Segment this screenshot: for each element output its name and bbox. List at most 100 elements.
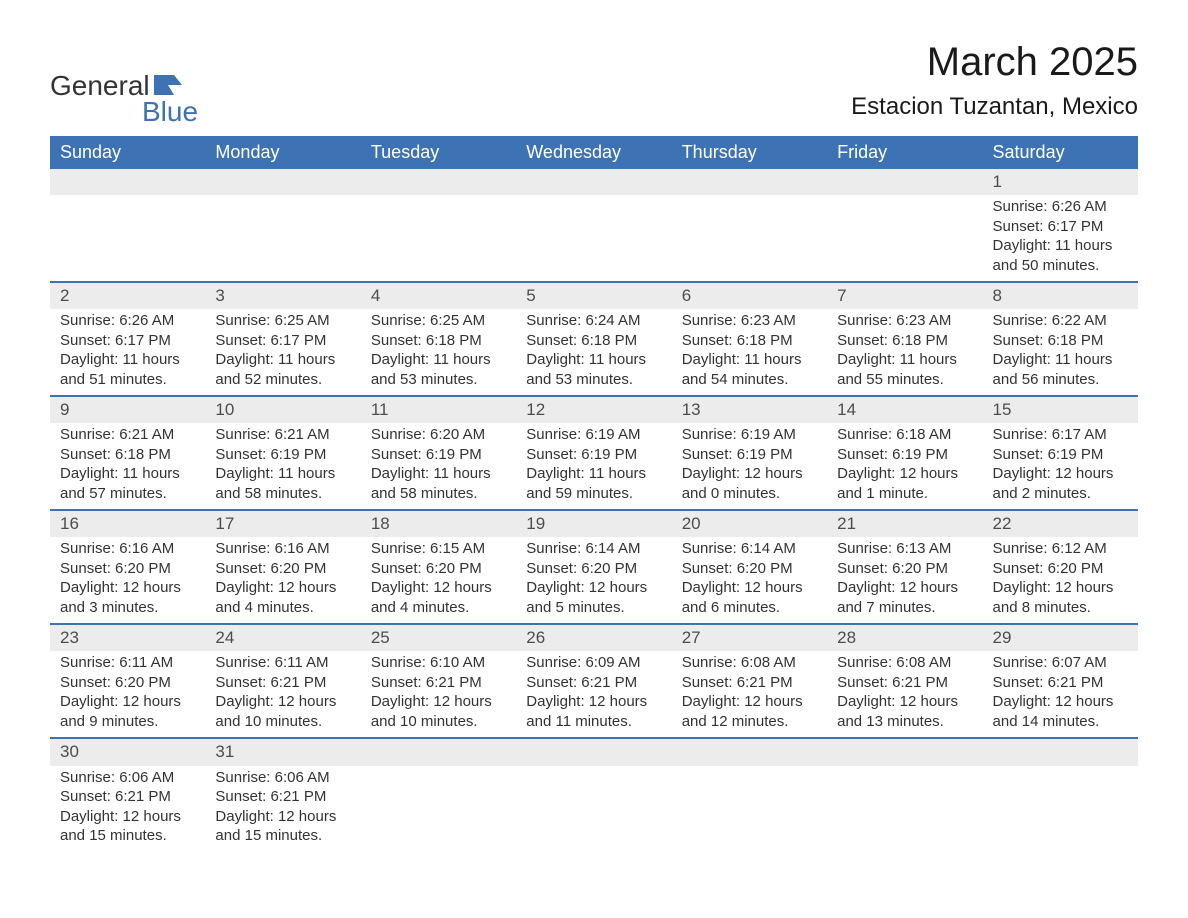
day-sunrise: Sunrise: 6:16 AM — [60, 539, 195, 559]
day-data-cell: Sunrise: 6:11 AMSunset: 6:21 PMDaylight:… — [205, 651, 360, 738]
day-day2: and 53 minutes. — [526, 370, 661, 390]
day-number-cell: 5 — [516, 282, 671, 309]
day-sunset: Sunset: 6:21 PM — [993, 673, 1128, 693]
day-day2: and 50 minutes. — [993, 256, 1128, 276]
day-sunset: Sunset: 6:20 PM — [60, 559, 195, 579]
day-sunrise: Sunrise: 6:23 AM — [837, 311, 972, 331]
day-sunrise: Sunrise: 6:09 AM — [526, 653, 661, 673]
day-day2: and 13 minutes. — [837, 712, 972, 732]
day-data-cell: Sunrise: 6:16 AMSunset: 6:20 PMDaylight:… — [205, 537, 360, 624]
day-number-cell — [672, 169, 827, 195]
day-day2: and 5 minutes. — [526, 598, 661, 618]
day-data-cell: Sunrise: 6:11 AMSunset: 6:20 PMDaylight:… — [50, 651, 205, 738]
day-data-cell: Sunrise: 6:15 AMSunset: 6:20 PMDaylight:… — [361, 537, 516, 624]
day-data-cell: Sunrise: 6:07 AMSunset: 6:21 PMDaylight:… — [983, 651, 1138, 738]
day-number-cell: 3 — [205, 282, 360, 309]
calendar-body: 1Sunrise: 6:26 AMSunset: 6:17 PMDaylight… — [50, 169, 1138, 852]
day-day2: and 3 minutes. — [60, 598, 195, 618]
day-sunset: Sunset: 6:18 PM — [371, 331, 506, 351]
day-day2: and 1 minute. — [837, 484, 972, 504]
day-number-cell: 27 — [672, 624, 827, 651]
day-number-row: 2345678 — [50, 282, 1138, 309]
day-number-cell: 24 — [205, 624, 360, 651]
day-number-cell: 12 — [516, 396, 671, 423]
day-data-cell — [205, 195, 360, 282]
day-day2: and 58 minutes. — [371, 484, 506, 504]
day-number-cell: 15 — [983, 396, 1138, 423]
day-data-row: Sunrise: 6:06 AMSunset: 6:21 PMDaylight:… — [50, 766, 1138, 852]
day-number-cell: 28 — [827, 624, 982, 651]
day-day1: Daylight: 12 hours — [837, 578, 972, 598]
day-data-cell: Sunrise: 6:25 AMSunset: 6:17 PMDaylight:… — [205, 309, 360, 396]
day-sunset: Sunset: 6:19 PM — [682, 445, 817, 465]
day-sunset: Sunset: 6:19 PM — [837, 445, 972, 465]
day-sunrise: Sunrise: 6:14 AM — [526, 539, 661, 559]
day-day2: and 14 minutes. — [993, 712, 1128, 732]
day-sunrise: Sunrise: 6:22 AM — [993, 311, 1128, 331]
day-day2: and 4 minutes. — [215, 598, 350, 618]
day-number-row: 23242526272829 — [50, 624, 1138, 651]
day-number-cell — [50, 169, 205, 195]
day-data-row: Sunrise: 6:21 AMSunset: 6:18 PMDaylight:… — [50, 423, 1138, 510]
day-sunset: Sunset: 6:20 PM — [682, 559, 817, 579]
day-sunrise: Sunrise: 6:15 AM — [371, 539, 506, 559]
header: General Blue March 2025 Estacion Tuzanta… — [50, 40, 1138, 128]
day-number-cell — [672, 738, 827, 765]
day-day1: Daylight: 11 hours — [682, 350, 817, 370]
day-data-cell: Sunrise: 6:22 AMSunset: 6:18 PMDaylight:… — [983, 309, 1138, 396]
day-number-cell: 23 — [50, 624, 205, 651]
day-data-cell: Sunrise: 6:17 AMSunset: 6:19 PMDaylight:… — [983, 423, 1138, 510]
day-day1: Daylight: 11 hours — [371, 350, 506, 370]
brand-text-1: General — [50, 70, 150, 102]
day-sunset: Sunset: 6:21 PM — [215, 787, 350, 807]
day-number-cell — [827, 169, 982, 195]
day-day1: Daylight: 11 hours — [526, 464, 661, 484]
brand-logo: General Blue — [50, 70, 198, 128]
day-data-cell: Sunrise: 6:12 AMSunset: 6:20 PMDaylight:… — [983, 537, 1138, 624]
day-sunset: Sunset: 6:19 PM — [526, 445, 661, 465]
day-sunrise: Sunrise: 6:19 AM — [682, 425, 817, 445]
day-sunrise: Sunrise: 6:25 AM — [215, 311, 350, 331]
day-day1: Daylight: 12 hours — [60, 578, 195, 598]
day-day2: and 51 minutes. — [60, 370, 195, 390]
brand-text-2: Blue — [142, 96, 198, 128]
day-number-cell: 17 — [205, 510, 360, 537]
day-data-cell: Sunrise: 6:23 AMSunset: 6:18 PMDaylight:… — [672, 309, 827, 396]
day-sunset: Sunset: 6:19 PM — [993, 445, 1128, 465]
day-number-cell — [361, 169, 516, 195]
day-data-cell: Sunrise: 6:18 AMSunset: 6:19 PMDaylight:… — [827, 423, 982, 510]
day-day1: Daylight: 11 hours — [215, 464, 350, 484]
day-sunrise: Sunrise: 6:25 AM — [371, 311, 506, 331]
day-data-cell — [361, 195, 516, 282]
day-day2: and 52 minutes. — [215, 370, 350, 390]
day-number-cell: 9 — [50, 396, 205, 423]
day-sunrise: Sunrise: 6:19 AM — [526, 425, 661, 445]
day-number-row: 3031 — [50, 738, 1138, 765]
day-day1: Daylight: 12 hours — [526, 578, 661, 598]
day-day2: and 15 minutes. — [60, 826, 195, 846]
day-sunrise: Sunrise: 6:06 AM — [215, 768, 350, 788]
day-sunset: Sunset: 6:20 PM — [60, 673, 195, 693]
day-sunset: Sunset: 6:21 PM — [682, 673, 817, 693]
day-data-cell — [516, 195, 671, 282]
day-sunrise: Sunrise: 6:20 AM — [371, 425, 506, 445]
day-data-cell — [516, 766, 671, 852]
day-day1: Daylight: 12 hours — [215, 578, 350, 598]
day-number-cell: 25 — [361, 624, 516, 651]
day-number-cell: 20 — [672, 510, 827, 537]
day-data-cell — [50, 195, 205, 282]
day-day2: and 12 minutes. — [682, 712, 817, 732]
day-day2: and 2 minutes. — [993, 484, 1128, 504]
weekday-header: Friday — [827, 136, 982, 169]
day-day2: and 55 minutes. — [837, 370, 972, 390]
day-day1: Daylight: 11 hours — [993, 236, 1128, 256]
day-data-cell: Sunrise: 6:14 AMSunset: 6:20 PMDaylight:… — [516, 537, 671, 624]
day-sunrise: Sunrise: 6:10 AM — [371, 653, 506, 673]
title-block: March 2025 Estacion Tuzantan, Mexico — [851, 40, 1138, 121]
day-number-cell: 31 — [205, 738, 360, 765]
day-sunset: Sunset: 6:21 PM — [526, 673, 661, 693]
day-sunset: Sunset: 6:17 PM — [993, 217, 1128, 237]
day-number-cell: 22 — [983, 510, 1138, 537]
day-day2: and 10 minutes. — [215, 712, 350, 732]
day-sunrise: Sunrise: 6:17 AM — [993, 425, 1128, 445]
